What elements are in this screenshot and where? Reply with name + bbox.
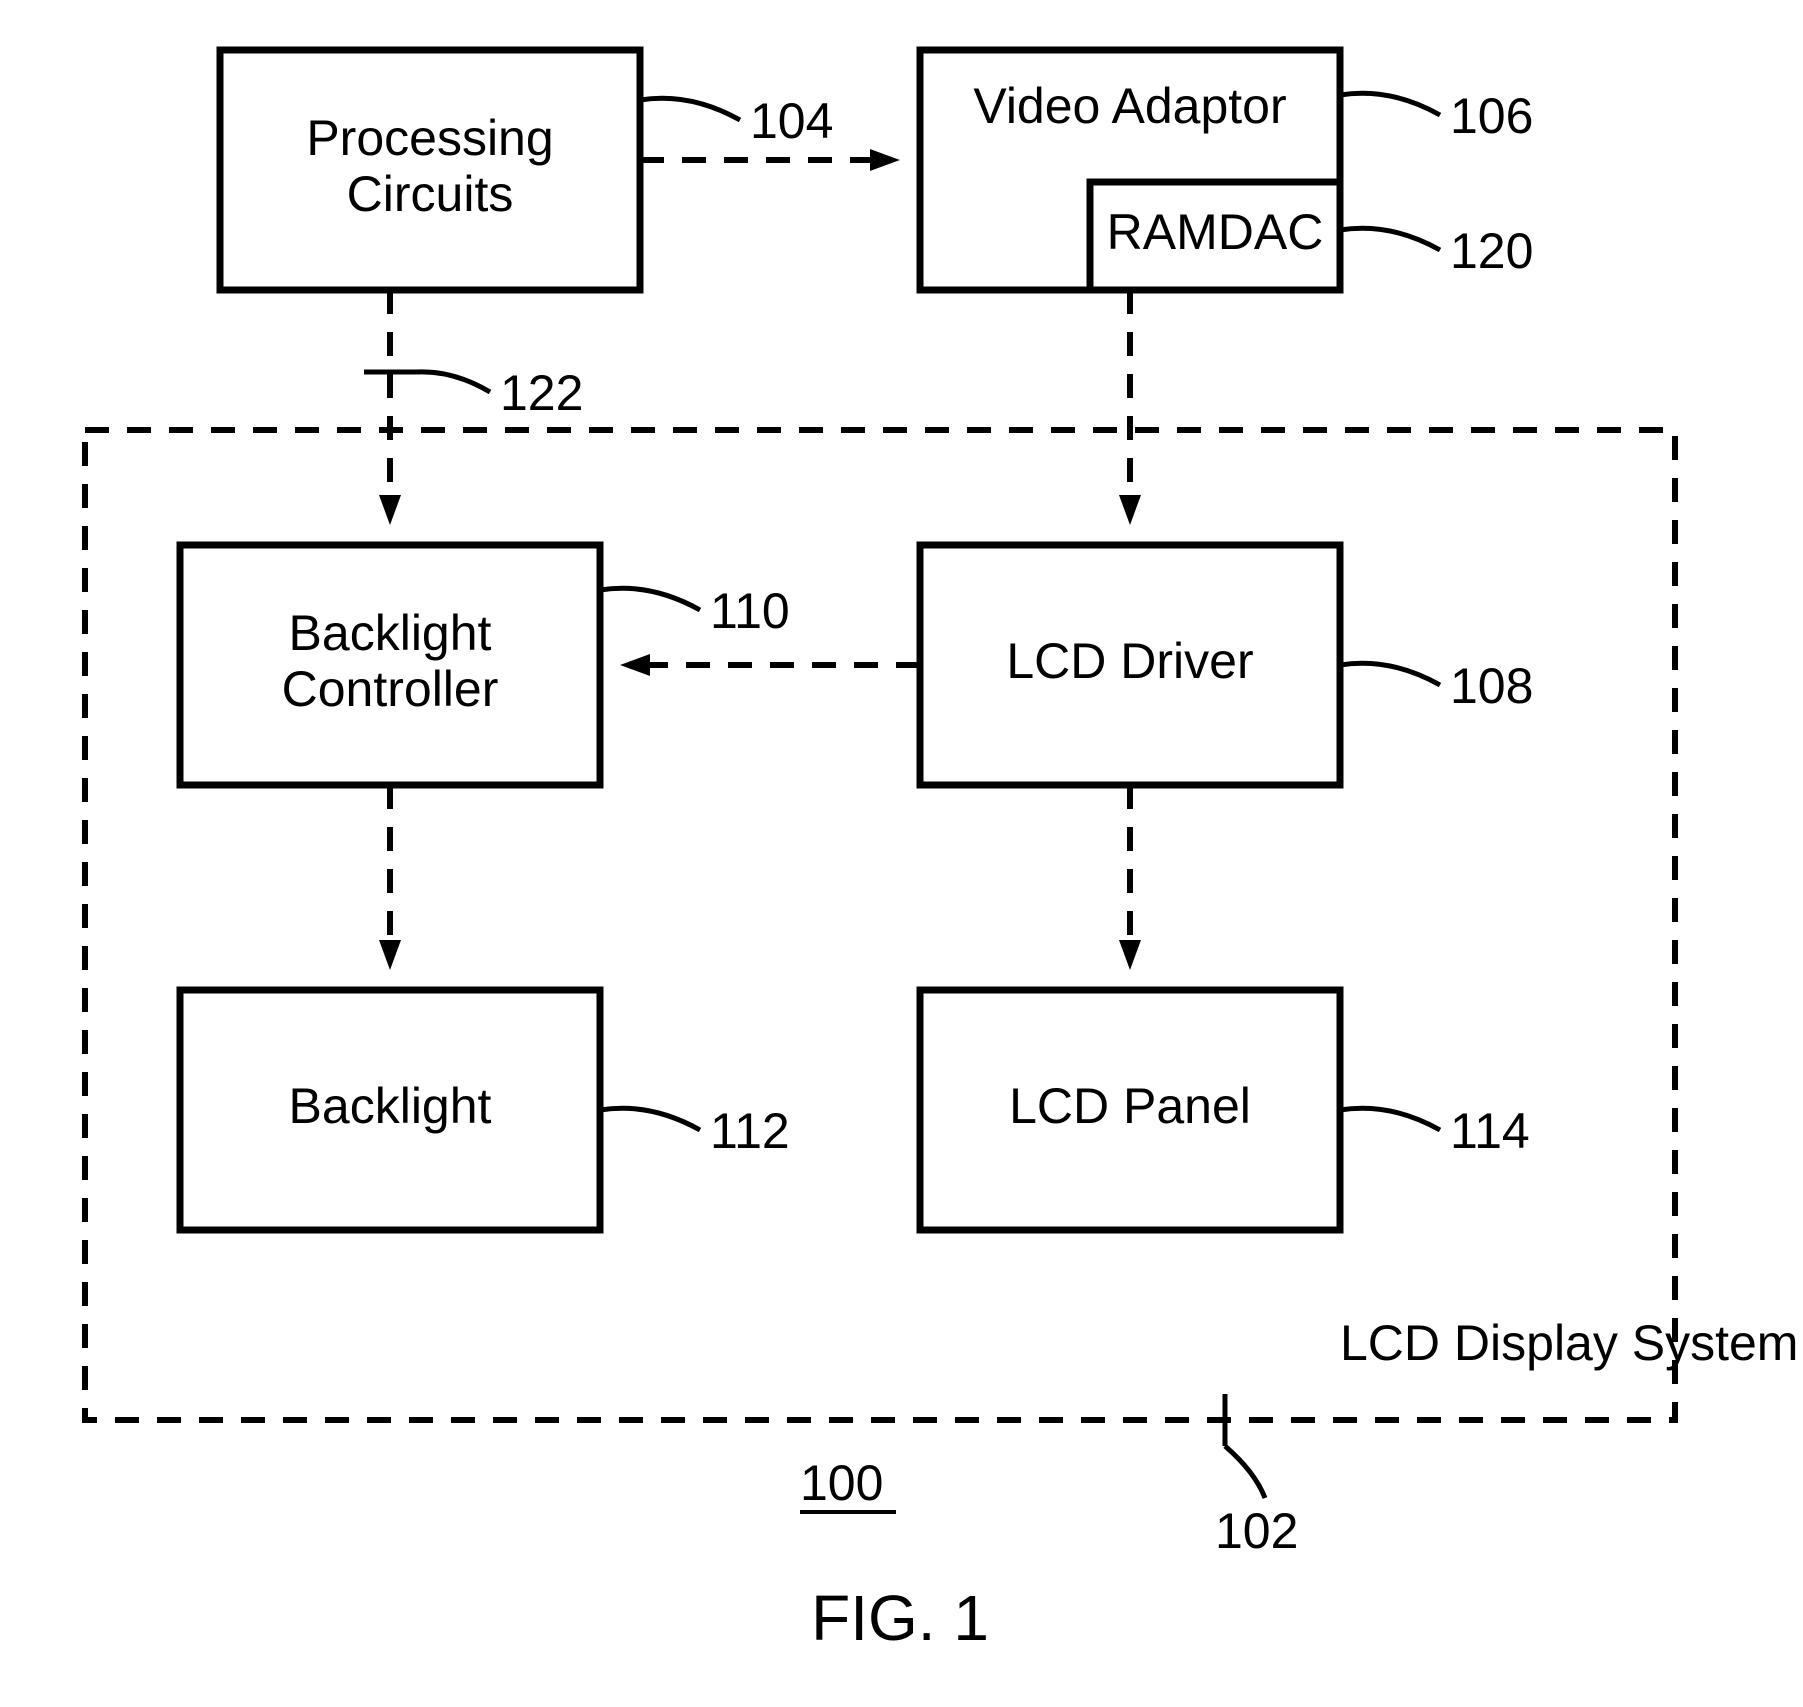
backlight_ctrl-label: Controller (282, 661, 499, 717)
ref-112: 112 (710, 1103, 790, 1159)
lcd_driver-label: LCD Driver (1006, 633, 1253, 689)
backlight_ctrl-label: Backlight (289, 605, 492, 661)
processing-label: Processing (306, 110, 553, 166)
ref-104: 104 (750, 93, 833, 149)
ramdac-label: RAMDAC (1107, 204, 1324, 260)
video_adaptor-label: Video Adaptor (973, 78, 1286, 134)
container-label: LCD Display System (1340, 1315, 1798, 1371)
ref-100: 100 (800, 1455, 883, 1511)
processing-label: Circuits (347, 166, 514, 222)
ref-106: 106 (1450, 88, 1533, 144)
ref-102: 102 (1215, 1503, 1298, 1559)
ref-114: 114 (1450, 1103, 1530, 1159)
ref-122: 122 (500, 365, 583, 421)
ref-120: 120 (1450, 223, 1533, 279)
ref-108: 108 (1450, 658, 1533, 714)
backlight-label: Backlight (289, 1078, 492, 1134)
lcd_panel-label: LCD Panel (1009, 1078, 1251, 1134)
figure-label: FIG. 1 (811, 1582, 989, 1654)
ref-110: 110 (710, 583, 790, 639)
